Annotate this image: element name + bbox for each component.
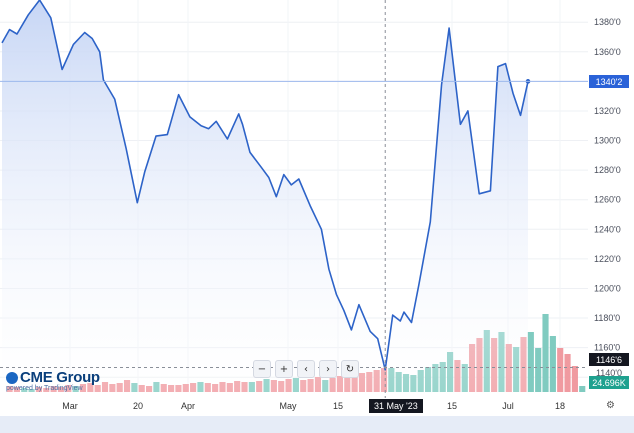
x-tick-label: May xyxy=(279,401,297,411)
y-axis-ticks: 1160'0 1180'0 1200'0 1220'0 1240'0 1260'0 1280… xyxy=(594,17,621,352)
x-tick-label: 15 xyxy=(333,401,343,411)
y-tick-label: 1220'0 xyxy=(594,254,621,264)
volume-bar xyxy=(542,314,549,392)
x-axis-ticks: Mar 20 Apr May 15 15 Jul 18 xyxy=(62,401,565,411)
x-tick-label: Jul xyxy=(502,401,514,411)
volume-readout-tag: 24.696K xyxy=(589,376,629,389)
zoom-in-button[interactable]: + xyxy=(275,360,293,378)
crosshair-price-tag: 1146'6 xyxy=(589,353,629,366)
y-tick-label: 1300'0 xyxy=(594,136,621,146)
x-tick-label: 20 xyxy=(133,401,143,411)
y-tick-label: 1200'0 xyxy=(594,283,621,293)
logo-subtext: powered by TradingView xyxy=(6,385,83,392)
y-tick-label: 1380'0 xyxy=(594,17,621,27)
volume-bar xyxy=(549,336,556,392)
volume-bar xyxy=(557,348,564,392)
chart-zoom-toolbar: − + ‹ › ↻ xyxy=(253,360,359,378)
logo-text: CME Group xyxy=(20,369,100,386)
y-tick-label: 1360'0 xyxy=(594,47,621,57)
y-tick-label: 1320'0 xyxy=(594,106,621,116)
volume-bar xyxy=(571,366,578,392)
last-price-tag: 1340'2 xyxy=(589,75,629,88)
y-tick-label: 1180'0 xyxy=(594,313,620,323)
y-tick-label: 1240'0 xyxy=(594,224,621,234)
scroll-right-button[interactable]: › xyxy=(319,360,337,378)
x-tick-label: Apr xyxy=(181,401,195,411)
crosshair-date-tag: 31 May '23 xyxy=(369,399,423,413)
y-tick-label: 1260'0 xyxy=(594,195,621,205)
y-tick-label: 1280'0 xyxy=(594,165,621,175)
cme-group-logo: CME Group powered by TradingView xyxy=(6,369,100,392)
x-tick-label: Mar xyxy=(62,401,78,411)
scroll-left-button[interactable]: ‹ xyxy=(297,360,315,378)
lower-price-tag: 1140'0 xyxy=(589,366,629,379)
volume-bar xyxy=(527,332,534,392)
volume-bar xyxy=(535,348,542,392)
volume-bar xyxy=(579,386,586,392)
globe-icon xyxy=(6,371,18,384)
volume-bar xyxy=(564,354,571,392)
x-tick-label: 15 xyxy=(447,401,457,411)
zoom-out-button[interactable]: − xyxy=(253,360,271,378)
reset-chart-button[interactable]: ↻ xyxy=(341,360,359,378)
price-line xyxy=(1,0,529,371)
x-tick-label: 18 xyxy=(555,401,565,411)
settings-gear-icon[interactable]: ⚙ xyxy=(606,400,615,411)
y-tick-label: 1160'0 xyxy=(594,343,620,353)
price-chart[interactable]: 1160'0 1180'0 1200'0 1220'0 1240'0 1260'0 1280… xyxy=(0,0,634,416)
price-area-fill xyxy=(2,0,528,392)
